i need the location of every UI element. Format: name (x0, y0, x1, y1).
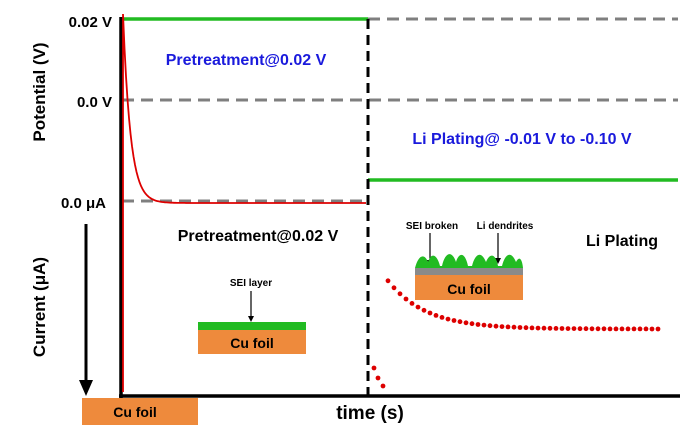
plating-current-point (469, 321, 475, 327)
plating-current-point (475, 322, 481, 327)
plating-current-point (619, 326, 625, 332)
plating-current-point (583, 326, 589, 332)
current-direction-arrowhead (79, 380, 93, 396)
plating-current-point (451, 318, 457, 323)
plating-current-label: Li Plating (586, 233, 658, 250)
y-axis-title-potential: Potential (V) (30, 42, 49, 141)
sei-cu-foil-label: Cu foil (230, 335, 274, 351)
plating-current-point (421, 307, 427, 313)
plating-current-point (631, 326, 637, 332)
plating-current-point (523, 325, 529, 331)
sei-layer-label: SEI layer (230, 278, 272, 289)
pretreatment-current-label: Pretreatment@0.02 V (178, 228, 339, 245)
plating-current-point (463, 320, 469, 326)
plating-current-point (499, 324, 505, 329)
sei-cu-foil-block (198, 330, 306, 354)
plating-current-point (589, 326, 595, 332)
x-axis-title: time (s) (336, 403, 404, 424)
plating-current-point (385, 278, 391, 284)
plating-current-point (613, 326, 619, 332)
plating-current-point (409, 301, 415, 306)
plating-current-point (457, 319, 463, 325)
plating-schematic: SEI broken Li dendrites Cu foil (406, 221, 534, 300)
plating-potential-label: Li Plating@ -0.01 V to -0.10 V (412, 131, 632, 148)
plating-current-point (655, 326, 661, 332)
tick-label-0.0V: 0.0 V (77, 94, 112, 111)
sei-broken-gray-layer (415, 268, 523, 275)
pretreatment-current-curve (122, 13, 366, 392)
plating-current-point (403, 296, 409, 302)
plating-cu-foil-label: Cu foil (447, 281, 491, 297)
plating-current-point (505, 324, 511, 330)
left-cu-foil-label: Cu foil (113, 404, 157, 420)
y-axis-title-current: Current (μA) (30, 257, 49, 357)
plating-current-point (517, 325, 523, 330)
plating-current-point (535, 325, 541, 331)
li-dendrites-pointer-head (495, 258, 501, 264)
plating-current-point (559, 326, 565, 331)
plating-current-point (391, 285, 397, 291)
plating-current-point (439, 315, 445, 320)
plating-current-point (649, 326, 655, 332)
plating-current-point (553, 326, 559, 331)
sei-broken-label: SEI broken (406, 221, 458, 232)
plating-current-point (541, 325, 547, 331)
plating-current-point (607, 326, 613, 332)
plating-current-point (547, 325, 553, 331)
sei-layer-pointer-head (248, 316, 254, 322)
plating-cu-foil-block (415, 275, 523, 300)
plating-current-point (481, 322, 487, 328)
plating-current-series (371, 278, 661, 389)
plating-current-point (445, 316, 451, 322)
tick-label-0.02V: 0.02 V (69, 14, 112, 31)
plating-current-point (511, 324, 517, 330)
plating-current-point (427, 310, 433, 316)
left-cu-foil-block (82, 398, 198, 425)
plating-current-point (565, 326, 571, 331)
plating-current-point (625, 326, 631, 332)
sei-schematic: SEI layer Cu foil (198, 278, 306, 354)
plating-current-point (371, 365, 377, 371)
plating-current-point (595, 326, 601, 332)
plating-current-point (493, 323, 499, 329)
plating-current-point (643, 326, 649, 332)
plating-current-point (577, 326, 583, 332)
plating-current-point (375, 375, 381, 381)
plating-current-point (397, 291, 403, 297)
plating-current-point (601, 326, 607, 332)
plating-current-point (637, 326, 643, 332)
li-dendrites-label: Li dendrites (477, 221, 534, 232)
plating-current-point (529, 325, 535, 331)
tick-label-0.0uA: 0.0 μA (61, 195, 106, 212)
plating-current-point (487, 323, 493, 329)
plating-current-point (380, 383, 386, 389)
plating-current-point (415, 304, 421, 310)
sei-green-layer (198, 322, 306, 330)
plating-current-point (571, 326, 577, 331)
pretreatment-potential-label: Pretreatment@0.02 V (166, 52, 327, 69)
plating-current-point (433, 313, 439, 318)
li-dendrite-shapes (415, 254, 523, 268)
